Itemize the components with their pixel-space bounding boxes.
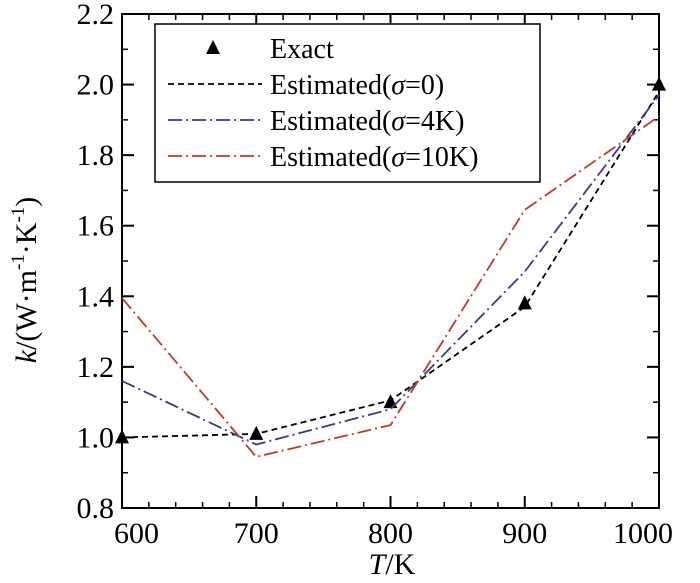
legend-label-exact: Exact: [270, 34, 334, 65]
legend-label-s10: Estimated(σ=10K): [270, 142, 478, 173]
x-tick-label: 600: [114, 517, 159, 550]
exact-point: [249, 425, 264, 440]
x-tick-label: 1000: [613, 517, 673, 550]
x-tick-label: 800: [368, 517, 413, 550]
y-tick-label: 1.6: [77, 210, 115, 243]
series-line-s10: [121, 115, 660, 458]
exact-point: [115, 429, 129, 444]
x-tick-label: 700: [234, 517, 279, 550]
legend: Exact Estimated(σ=0) Estimated(σ=4K) Estima…: [154, 23, 541, 183]
y-tick-label: 1.0: [77, 421, 115, 454]
y-tick-label: 2.2: [77, 0, 115, 31]
series-line-s4: [121, 94, 660, 446]
legend-marker-exact: [206, 40, 220, 54]
series-layer: [115, 76, 666, 458]
y-tick-label: 0.8: [77, 492, 115, 525]
axes-layer: 0.8 1.0 1.2 1.4 1.6 1.8 2.0 2.2 600 700 800 900 1000: [77, 0, 674, 550]
exact-point: [652, 76, 666, 91]
y-tick-label: 1.4: [77, 280, 115, 313]
y-tick-label: 2.0: [77, 69, 115, 102]
legend-label-s4: Estimated(σ=4K): [270, 106, 464, 137]
exact-point: [517, 295, 532, 310]
y-tick-label: 1.8: [77, 139, 115, 172]
legend-label-s0: Estimated(σ=0): [270, 70, 444, 101]
x-tick-label: 900: [502, 517, 547, 550]
y-tick-label: 1.2: [77, 351, 115, 384]
series-line-s0: [121, 91, 660, 439]
y-axis-title: k/(W·m-1·K-1): [8, 197, 43, 364]
x-axis-title: T/K: [369, 548, 416, 581]
